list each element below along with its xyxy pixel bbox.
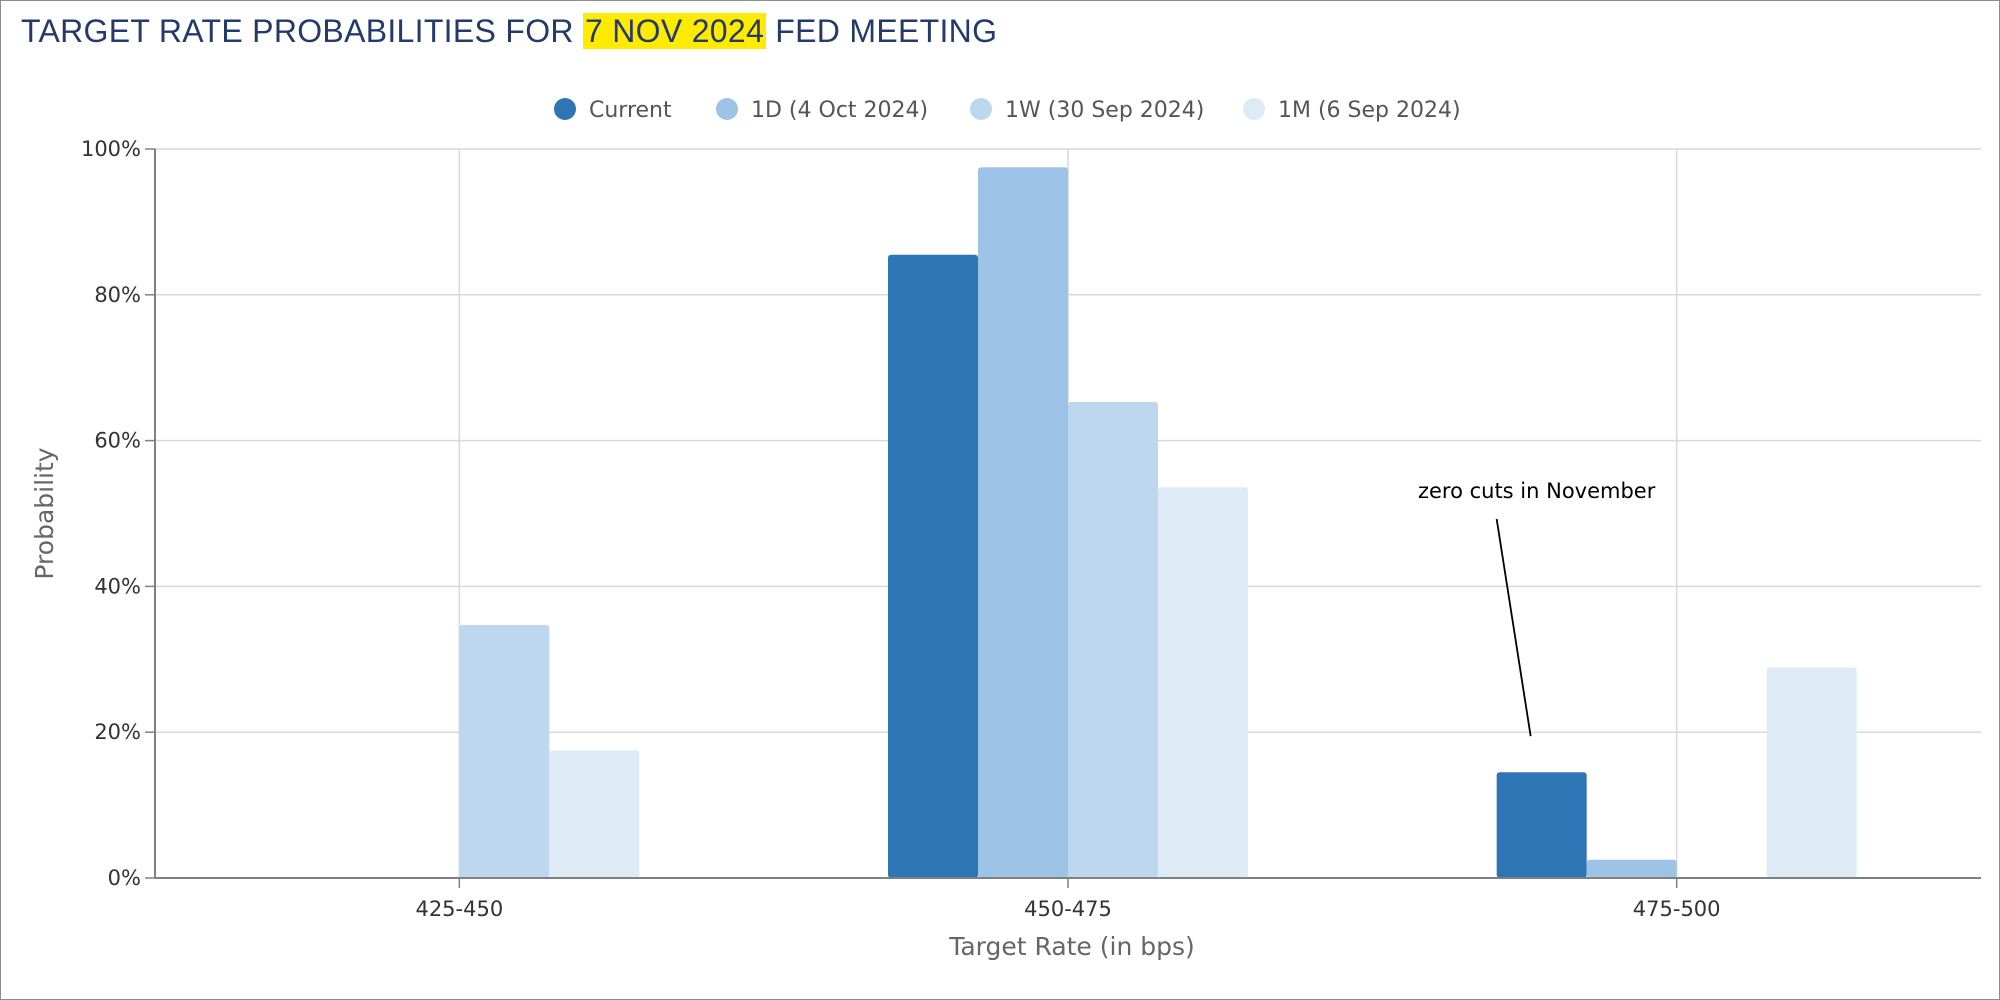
chart-title-prefix: TARGET RATE PROBABILITIES FOR [21, 13, 583, 49]
chart-title: TARGET RATE PROBABILITIES FOR 7 NOV 2024… [21, 13, 997, 50]
y-axis-title: Probability [30, 447, 59, 579]
legend-marker-2 [970, 98, 992, 120]
x-tick-label: 450-475 [1024, 897, 1112, 921]
bar-current-450-475 [888, 254, 978, 878]
legend-marker-1 [716, 98, 738, 120]
y-tick-label: 0% [108, 866, 141, 890]
bar-1d-450-475 [978, 167, 1068, 879]
bar-1m-475-500 [1766, 667, 1857, 878]
bar-1m-450-475 [1158, 487, 1248, 878]
y-tick-label: 20% [94, 720, 141, 744]
chart-title-suffix: FED MEETING [766, 13, 998, 49]
y-tick-label: 100% [81, 137, 141, 161]
legend-label: 1W (30 Sep 2024) [1005, 98, 1204, 123]
bar-1d-475-500 [1586, 859, 1677, 878]
legend-marker-3 [1243, 98, 1265, 120]
annotation-label: zero cuts in November [1418, 479, 1656, 503]
x-tick-label: 425-450 [415, 897, 503, 921]
legend-label: 1D (4 Oct 2024) [751, 98, 928, 123]
y-tick-label: 60% [94, 429, 141, 453]
x-axis-title: Target Rate (in bps) [948, 932, 1195, 961]
legend-label: Current [589, 98, 672, 123]
bar-1w-450-475 [1068, 401, 1158, 878]
bar-current-475-500 [1496, 772, 1587, 878]
legend-marker-0 [554, 98, 576, 120]
x-tick-label: 475-500 [1633, 897, 1721, 921]
legend-label: 1M (6 Sep 2024) [1278, 98, 1461, 123]
y-tick-label: 80% [94, 283, 141, 307]
bar-1w-425-450 [459, 625, 550, 878]
bar-1m-425-450 [549, 750, 640, 878]
annotation-pointer-line [1495, 518, 1532, 737]
y-tick-label: 40% [94, 574, 141, 598]
chart-title-date-highlight: 7 NOV 2024 [582, 13, 767, 49]
